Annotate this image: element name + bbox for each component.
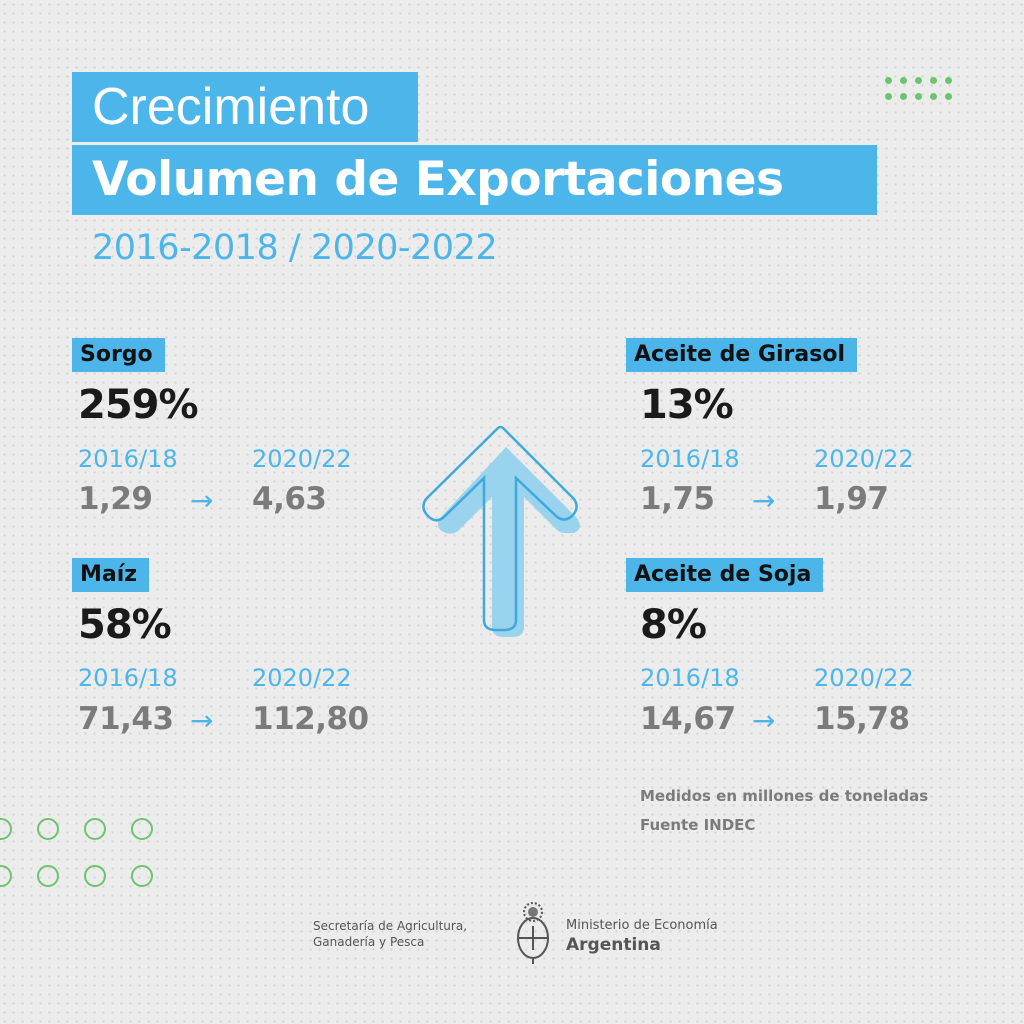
- from-value: 14,67: [640, 701, 736, 737]
- product-label: Aceite de Girasol: [626, 338, 857, 372]
- product-label: Aceite de Soja: [626, 558, 824, 592]
- green-circle: [37, 865, 59, 887]
- to-value: 4,63: [252, 481, 327, 517]
- arrow-right-icon: →: [752, 484, 776, 517]
- from-period: 2016/18: [78, 664, 178, 692]
- green-dot: [945, 77, 952, 84]
- from-value: 1,75: [640, 481, 715, 517]
- growth-percent: 58%: [78, 602, 172, 648]
- green-circle: [84, 865, 106, 887]
- main-title: Volumen de Exportaciones: [72, 145, 877, 215]
- green-dot: [915, 77, 922, 84]
- green-circle: [0, 865, 12, 887]
- secretaria-text: Secretaría de Agricultura, Ganadería y P…: [313, 918, 467, 950]
- green-circle: [0, 818, 12, 840]
- green-circle: [131, 818, 153, 840]
- to-value: 1,97: [814, 481, 889, 517]
- from-period: 2016/18: [640, 664, 740, 692]
- to-period: 2020/22: [252, 445, 352, 473]
- secretaria-line2: Ganadería y Pesca: [313, 935, 425, 949]
- from-period: 2016/18: [640, 445, 740, 473]
- to-period: 2020/22: [814, 445, 914, 473]
- growth-percent: 13%: [640, 382, 734, 428]
- ministerio-line: Ministerio de Economía: [566, 918, 718, 933]
- green-dot: [930, 93, 937, 100]
- growth-percent: 259%: [78, 382, 199, 428]
- arrow-right-icon: →: [190, 704, 214, 737]
- green-dot: [915, 93, 922, 100]
- to-value: 112,80: [252, 701, 369, 737]
- green-dot: [900, 93, 907, 100]
- growth-percent: 8%: [640, 602, 707, 648]
- from-value: 71,43: [78, 701, 174, 737]
- to-period: 2020/22: [814, 664, 914, 692]
- green-dot: [945, 93, 952, 100]
- secretaria-line1: Secretaría de Agricultura,: [313, 919, 468, 933]
- units-note: Medidos en millones de toneladas: [640, 787, 929, 805]
- green-circle: [131, 865, 153, 887]
- from-period: 2016/18: [78, 445, 178, 473]
- green-dot: [900, 77, 907, 84]
- argentina-coat-of-arms-icon: [517, 902, 549, 964]
- source-note: Fuente INDEC: [640, 816, 756, 834]
- green-circle: [84, 818, 106, 840]
- from-value: 1,29: [78, 481, 153, 517]
- period-subtitle: 2016-2018 / 2020-2022: [92, 228, 498, 268]
- country-line: Argentina: [566, 935, 661, 955]
- arrow-right-icon: →: [752, 704, 776, 737]
- to-period: 2020/22: [252, 664, 352, 692]
- to-value: 15,78: [814, 701, 910, 737]
- arrow-right-icon: →: [190, 484, 214, 517]
- big-up-arrow-icon: [422, 425, 580, 637]
- product-label: Sorgo: [72, 338, 165, 372]
- ministerio-text: Ministerio de Economía Argentina: [566, 918, 718, 956]
- product-label: Maíz: [72, 558, 150, 592]
- kicker-title: Crecimiento: [72, 72, 418, 142]
- green-circle: [37, 818, 59, 840]
- green-dot: [885, 77, 892, 84]
- green-dot: [930, 77, 937, 84]
- green-dot: [885, 93, 892, 100]
